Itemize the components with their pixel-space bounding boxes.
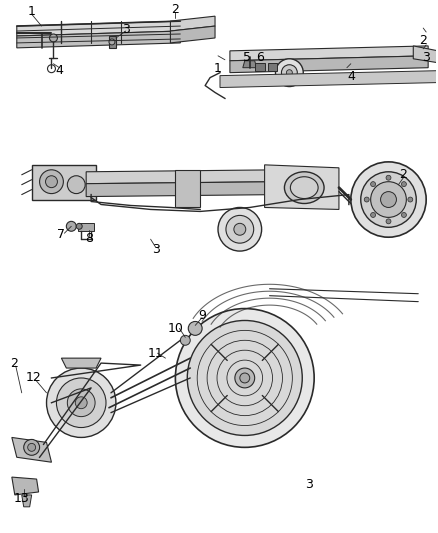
Text: 6: 6 [256,51,264,64]
Text: 4: 4 [56,64,64,77]
Circle shape [57,378,106,427]
Circle shape [402,213,406,217]
Circle shape [386,175,391,180]
Circle shape [67,176,85,193]
Circle shape [234,223,246,235]
Text: 9: 9 [198,309,206,322]
Text: 3: 3 [305,478,313,490]
Polygon shape [265,165,339,209]
Polygon shape [413,46,438,63]
Ellipse shape [290,177,318,199]
Circle shape [28,443,35,451]
Polygon shape [254,63,265,71]
Text: 13: 13 [14,492,30,505]
Circle shape [282,64,297,80]
Circle shape [386,219,391,224]
Circle shape [175,309,314,447]
Circle shape [76,223,82,229]
Circle shape [235,368,254,388]
Circle shape [109,39,115,45]
Text: 4: 4 [347,70,355,83]
Polygon shape [17,21,180,36]
Text: 1: 1 [28,5,35,18]
Text: 10: 10 [167,322,184,335]
Circle shape [371,182,406,217]
Circle shape [75,397,87,409]
Circle shape [408,197,413,202]
Text: 3: 3 [152,243,159,256]
Circle shape [364,197,369,202]
Polygon shape [86,182,279,197]
Text: 2: 2 [419,35,427,47]
Circle shape [361,172,416,227]
Ellipse shape [284,172,324,204]
Polygon shape [32,165,96,199]
Polygon shape [109,36,116,48]
Circle shape [180,335,190,345]
Circle shape [286,70,292,76]
Circle shape [371,182,375,187]
Polygon shape [230,56,428,72]
Circle shape [46,368,116,438]
Text: 11: 11 [148,346,163,360]
Circle shape [49,34,57,42]
Text: 5: 5 [243,51,251,64]
Circle shape [402,182,406,187]
Polygon shape [17,31,180,48]
Polygon shape [78,223,94,231]
Text: 3: 3 [122,22,130,36]
Circle shape [276,59,303,86]
Polygon shape [12,438,52,462]
Circle shape [24,439,39,455]
Circle shape [187,320,302,435]
Circle shape [188,321,202,335]
Circle shape [67,389,95,417]
Circle shape [371,213,375,217]
Polygon shape [230,46,428,61]
Circle shape [240,373,250,383]
Polygon shape [12,477,39,495]
Polygon shape [170,26,215,43]
Text: 8: 8 [85,232,93,245]
Circle shape [226,215,254,243]
Text: 2: 2 [10,357,18,369]
Text: 3: 3 [422,51,430,64]
Circle shape [66,221,76,231]
Polygon shape [220,71,438,87]
Circle shape [39,170,64,193]
Polygon shape [22,495,32,507]
Polygon shape [268,63,278,71]
Circle shape [381,191,396,207]
Polygon shape [86,170,279,184]
Circle shape [46,176,57,188]
Text: 7: 7 [57,228,65,241]
Polygon shape [243,61,257,68]
Text: 2: 2 [399,168,407,181]
Circle shape [218,207,261,251]
Text: 12: 12 [26,372,42,384]
Text: 1: 1 [214,62,222,75]
Polygon shape [61,358,101,368]
Circle shape [351,162,426,237]
Polygon shape [175,170,200,207]
Polygon shape [170,16,215,31]
Text: 2: 2 [171,3,179,15]
